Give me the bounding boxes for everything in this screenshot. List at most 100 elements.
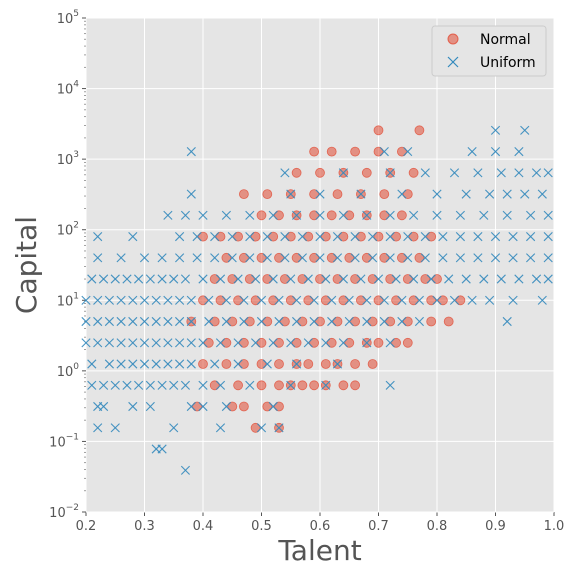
- normal-point: [209, 316, 220, 327]
- normal-point: [320, 359, 331, 369]
- uniform-point: [233, 338, 243, 348]
- uniform-point: [268, 210, 278, 220]
- normal-point: [209, 274, 220, 284]
- normal-point: [262, 274, 273, 284]
- uniform-point: [128, 338, 138, 348]
- normal-point: [373, 146, 384, 157]
- normal-point: [326, 252, 337, 263]
- uniform-point: [139, 253, 150, 263]
- uniform-point: [251, 338, 261, 348]
- uniform-point: [262, 232, 272, 242]
- uniform-point: [268, 338, 278, 348]
- normal-point: [198, 295, 208, 306]
- legend-label-normal: Normal: [480, 32, 531, 48]
- normal-point: [344, 252, 355, 263]
- uniform-point: [139, 295, 150, 305]
- y-tick-labels: 10−2 10−1 100 101 102 103 104 105: [49, 9, 79, 521]
- normal-point: [426, 316, 437, 327]
- normal-point: [437, 295, 448, 306]
- uniform-point: [163, 210, 173, 220]
- uniform-point: [169, 423, 179, 433]
- normal-point: [262, 316, 273, 327]
- uniform-point: [297, 232, 307, 242]
- normal-point: [268, 295, 279, 306]
- uniform-point: [455, 253, 465, 263]
- uniform-point: [87, 380, 97, 390]
- uniform-point: [198, 210, 208, 220]
- uniform-point: [139, 338, 150, 348]
- normal-point: [250, 422, 261, 433]
- legend-label-uniform: Uniform: [480, 55, 536, 71]
- uniform-point: [490, 147, 501, 157]
- normal-point: [309, 380, 320, 391]
- uniform-point: [128, 295, 138, 305]
- uniform-point: [186, 401, 196, 412]
- uniform-point: [163, 338, 173, 348]
- uniform-point: [397, 189, 407, 199]
- normal-point: [396, 252, 407, 263]
- uniform-point: [245, 380, 255, 390]
- legend-box: [431, 25, 547, 77]
- uniform-point: [93, 295, 103, 305]
- normal-point: [426, 231, 437, 242]
- normal-point: [426, 295, 437, 306]
- normal-point: [309, 252, 320, 263]
- uniform-point: [104, 316, 114, 327]
- uniform-point: [192, 253, 202, 263]
- uniform-point: [379, 316, 389, 327]
- normal-point: [408, 167, 419, 178]
- uniform-point: [81, 338, 91, 348]
- uniform-point: [461, 274, 471, 284]
- uniform-point: [332, 253, 343, 263]
- normal-point: [233, 380, 244, 391]
- normal-point: [379, 210, 390, 221]
- normal-point: [256, 380, 267, 391]
- uniform-point: [104, 295, 114, 305]
- uniform-point: [227, 253, 237, 263]
- uniform-point: [180, 380, 190, 390]
- uniform-point: [186, 147, 196, 157]
- uniform-point: [198, 338, 208, 348]
- y-tick-label: 104: [57, 80, 80, 98]
- uniform-point: [397, 316, 407, 327]
- uniform-point: [514, 168, 524, 178]
- uniform-point: [379, 295, 389, 305]
- uniform-point: [157, 444, 167, 454]
- normal-point: [373, 231, 384, 242]
- y-tick-label: 100: [57, 362, 80, 380]
- uniform-point: [151, 359, 161, 369]
- uniform-point: [338, 274, 348, 284]
- uniform-point: [175, 338, 185, 348]
- uniform-point: [332, 232, 343, 242]
- uniform-point: [303, 274, 313, 284]
- uniform-point: [403, 147, 413, 157]
- normal-point: [355, 231, 366, 242]
- uniform-point: [128, 359, 138, 369]
- uniform-point: [438, 232, 448, 242]
- uniform-point: [163, 316, 173, 327]
- uniform-point: [251, 274, 261, 284]
- uniform-point: [409, 274, 419, 284]
- uniform-point: [204, 316, 214, 327]
- normal-point: [303, 231, 314, 242]
- uniform-point: [309, 295, 319, 305]
- uniform-point: [292, 210, 302, 220]
- uniform-point: [327, 316, 337, 327]
- normal-point: [291, 337, 302, 348]
- uniform-point: [432, 295, 442, 305]
- uniform-point: [210, 359, 220, 369]
- uniform-point: [403, 253, 413, 263]
- normal-point: [350, 146, 361, 157]
- normal-point: [215, 295, 226, 306]
- uniform-point: [356, 274, 366, 284]
- uniform-point: [221, 210, 231, 220]
- normal-point: [332, 189, 343, 200]
- uniform-point: [479, 210, 489, 220]
- normal-point: [198, 231, 208, 242]
- normal-point: [297, 316, 308, 327]
- uniform-point: [280, 232, 290, 242]
- uniform-point: [490, 232, 501, 242]
- y-tick-label: 10−1: [49, 432, 79, 450]
- uniform-point: [455, 210, 465, 220]
- uniform-point: [256, 423, 267, 433]
